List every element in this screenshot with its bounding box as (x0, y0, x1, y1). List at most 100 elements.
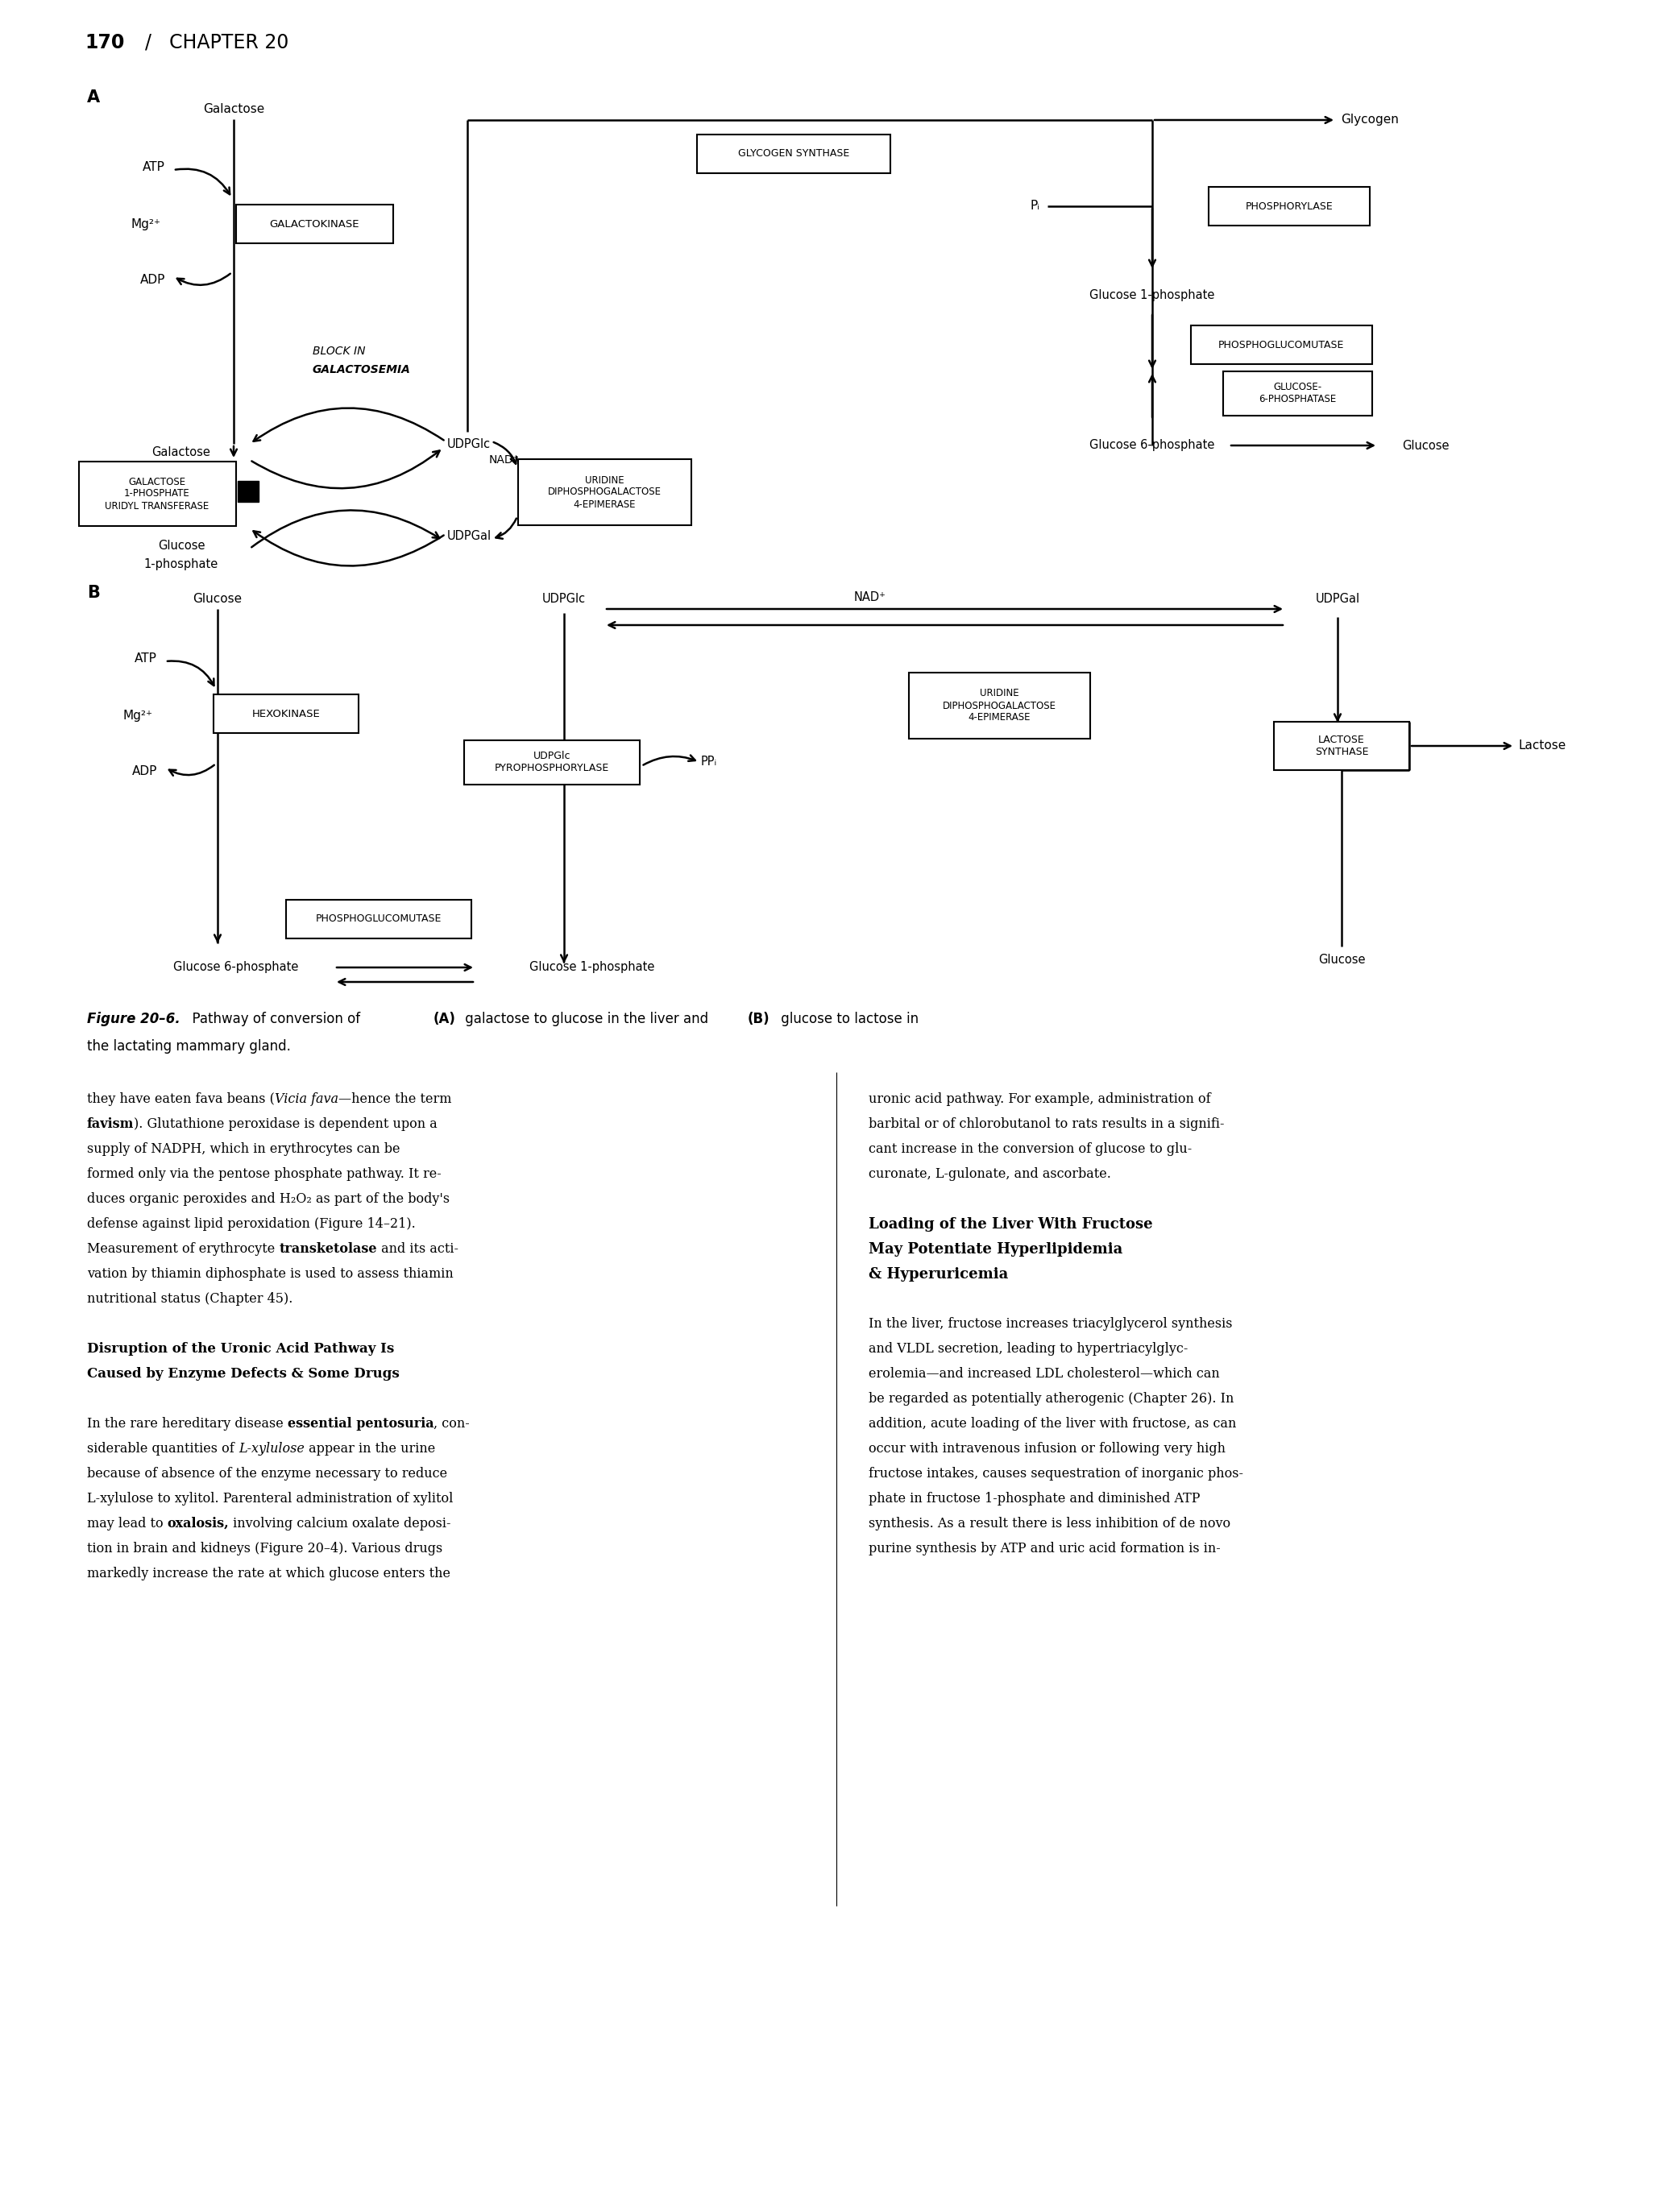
Text: barbital or of chlorobutanol to rats results in a signifi-: barbital or of chlorobutanol to rats res… (869, 1117, 1225, 1130)
Text: PHOSPHOGLUCOMUTASE: PHOSPHOGLUCOMUTASE (316, 914, 442, 925)
Text: HEXOKINASE: HEXOKINASE (252, 708, 321, 719)
Text: Caused by Enzyme Defects & Some Drugs: Caused by Enzyme Defects & Some Drugs (87, 1367, 400, 1380)
Text: supply of NADPH, which in erythrocytes can be: supply of NADPH, which in erythrocytes c… (87, 1141, 400, 1157)
Text: glucose to lactose in: glucose to lactose in (776, 1011, 919, 1026)
Text: Glucose 1-phosphate: Glucose 1-phosphate (1090, 290, 1215, 301)
Text: be regarded as potentially atherogenic (Chapter 26). In: be regarded as potentially atherogenic (… (869, 1391, 1233, 1405)
Text: Pathway of conversion of: Pathway of conversion of (183, 1011, 365, 1026)
Text: favism: favism (87, 1117, 134, 1130)
Text: Glucose: Glucose (158, 540, 205, 553)
Text: NAD⁺: NAD⁺ (853, 591, 887, 604)
Text: B: B (87, 584, 99, 602)
Text: L-xylulose to xylitol. Parenteral administration of xylitol: L-xylulose to xylitol. Parenteral admini… (87, 1491, 454, 1506)
Text: fructose intakes, causes sequestration of inorganic phos-: fructose intakes, causes sequestration o… (869, 1467, 1243, 1480)
Text: Glucose: Glucose (193, 593, 242, 606)
Bar (213, 695, 358, 732)
Text: Measurement of erythrocyte: Measurement of erythrocyte (87, 1243, 279, 1256)
Text: PPᵢ: PPᵢ (701, 757, 717, 768)
Text: 1-phosphate: 1-phosphate (144, 465, 218, 476)
Text: addition, acute loading of the liver with fructose, as can: addition, acute loading of the liver wit… (869, 1418, 1236, 1431)
Text: oxalosis,: oxalosis, (168, 1517, 228, 1531)
Text: GALACTOSEMIA: GALACTOSEMIA (312, 365, 412, 376)
Bar (517, 460, 690, 524)
Text: GLUCOSE-
6-PHOSPHATASE: GLUCOSE- 6-PHOSPHATASE (1258, 383, 1336, 405)
Text: nutritional status (Chapter 45).: nutritional status (Chapter 45). (87, 1292, 292, 1305)
Text: UDPGlc
PYROPHOSPHORYLASE: UDPGlc PYROPHOSPHORYLASE (494, 750, 610, 774)
Text: GALACTOKINASE: GALACTOKINASE (269, 219, 360, 230)
Text: they have eaten fava beans (: they have eaten fava beans ( (87, 1093, 274, 1106)
Text: phate in fructose 1-phosphate and diminished ATP: phate in fructose 1-phosphate and dimini… (869, 1491, 1200, 1506)
Text: May Potentiate Hyperlipidemia: May Potentiate Hyperlipidemia (869, 1243, 1122, 1256)
Text: Glycogen: Glycogen (1341, 113, 1399, 126)
Text: erolemia—and increased LDL cholesterol—which can: erolemia—and increased LDL cholesterol—w… (869, 1367, 1220, 1380)
Text: LACTOSE
SYNTHASE: LACTOSE SYNTHASE (1315, 734, 1369, 757)
Text: L-xylulose: L-xylulose (239, 1442, 304, 1455)
Text: synthesis. As a result there is less inhibition of de novo: synthesis. As a result there is less inh… (869, 1517, 1230, 1531)
Text: Pᵢ: Pᵢ (1030, 199, 1040, 212)
Bar (1191, 325, 1373, 365)
Text: PHOSPHOGLUCOMUTASE: PHOSPHOGLUCOMUTASE (1218, 338, 1344, 349)
Text: A: A (87, 88, 101, 106)
Text: CHAPTER 20: CHAPTER 20 (170, 33, 289, 53)
Bar (235, 204, 393, 243)
Text: NAD⁺: NAD⁺ (489, 453, 519, 465)
Text: ATP: ATP (134, 653, 158, 666)
Text: ATP: ATP (143, 161, 165, 173)
Text: UDPGal: UDPGal (1315, 593, 1359, 606)
Text: appear in the urine: appear in the urine (304, 1442, 435, 1455)
Text: /: / (144, 33, 151, 53)
Text: & Hyperuricemia: & Hyperuricemia (869, 1267, 1008, 1281)
Text: In the liver, fructose increases triacylglycerol synthesis: In the liver, fructose increases triacyl… (869, 1316, 1233, 1332)
Text: Lactose: Lactose (1519, 739, 1566, 752)
Text: transketolase: transketolase (279, 1243, 376, 1256)
Text: Glucose 6-phosphate: Glucose 6-phosphate (1090, 440, 1215, 451)
Text: In the rare hereditary disease: In the rare hereditary disease (87, 1418, 287, 1431)
Text: Disruption of the Uronic Acid Pathway Is: Disruption of the Uronic Acid Pathway Is (87, 1343, 395, 1356)
Text: tion in brain and kidneys (Figure 20–4). Various drugs: tion in brain and kidneys (Figure 20–4).… (87, 1542, 442, 1555)
Bar (1223, 372, 1373, 416)
Text: essential pentosuria: essential pentosuria (287, 1418, 433, 1431)
Text: —hence the term: —hence the term (338, 1093, 452, 1106)
Text: markedly increase the rate at which glucose enters the: markedly increase the rate at which gluc… (87, 1566, 450, 1579)
Text: GALACTOSE
1-PHOSPHATE
URIDYL TRANSFERASE: GALACTOSE 1-PHOSPHATE URIDYL TRANSFERASE (106, 476, 210, 511)
Text: URIDINE
DIPHOSPHOGALACTOSE
4-EPIMERASE: URIDINE DIPHOSPHOGALACTOSE 4-EPIMERASE (942, 688, 1057, 723)
Text: cant increase in the conversion of glucose to glu-: cant increase in the conversion of gluco… (869, 1141, 1191, 1157)
Text: URIDINE
DIPHOSPHOGALACTOSE
4-EPIMERASE: URIDINE DIPHOSPHOGALACTOSE 4-EPIMERASE (548, 476, 662, 509)
Bar (237, 480, 259, 502)
Text: formed only via the pentose phosphate pathway. It re-: formed only via the pentose phosphate pa… (87, 1168, 442, 1181)
Bar (79, 462, 235, 526)
Bar (464, 739, 640, 785)
Text: involving calcium oxalate deposi-: involving calcium oxalate deposi- (228, 1517, 452, 1531)
Text: 1-phosphate: 1-phosphate (144, 557, 218, 571)
Text: PHOSPHORYLASE: PHOSPHORYLASE (1245, 201, 1332, 212)
Text: Galactose: Galactose (203, 102, 264, 115)
Text: Figure 20–6.: Figure 20–6. (87, 1011, 180, 1026)
Text: purine synthesis by ATP and uric acid formation is in-: purine synthesis by ATP and uric acid fo… (869, 1542, 1220, 1555)
Text: Glucose: Glucose (1319, 953, 1366, 964)
Text: GLYCOGEN SYNTHASE: GLYCOGEN SYNTHASE (738, 148, 850, 159)
Text: and its acti-: and its acti- (376, 1243, 459, 1256)
Text: and VLDL secretion, leading to hypertriacylglyc-: and VLDL secretion, leading to hypertria… (869, 1343, 1188, 1356)
Bar (1208, 186, 1369, 226)
Bar (286, 900, 472, 938)
Text: ). Glutathione peroxidase is dependent upon a: ). Glutathione peroxidase is dependent u… (134, 1117, 437, 1130)
Text: 170: 170 (84, 33, 124, 53)
Text: ADP: ADP (131, 765, 158, 779)
Text: , con-: , con- (433, 1418, 470, 1431)
Text: occur with intravenous infusion or following very high: occur with intravenous infusion or follo… (869, 1442, 1225, 1455)
Text: (B): (B) (748, 1011, 769, 1026)
Text: Vicia fava: Vicia fava (274, 1093, 338, 1106)
Text: (A): (A) (433, 1011, 455, 1026)
Text: uronic acid pathway. For example, administration of: uronic acid pathway. For example, admini… (869, 1093, 1211, 1106)
Text: duces organic peroxides and H₂O₂ as part of the body's: duces organic peroxides and H₂O₂ as part… (87, 1192, 450, 1206)
Text: ADP: ADP (139, 274, 165, 285)
Text: may lead to: may lead to (87, 1517, 168, 1531)
Text: galactose to glucose in the liver and: galactose to glucose in the liver and (460, 1011, 712, 1026)
Text: Glucose 6-phosphate: Glucose 6-phosphate (173, 962, 299, 973)
Text: Glucose 1-phosphate: Glucose 1-phosphate (529, 962, 655, 973)
Text: curonate, L-gulonate, and ascorbate.: curonate, L-gulonate, and ascorbate. (869, 1168, 1110, 1181)
Bar (1273, 721, 1410, 770)
Text: defense against lipid peroxidation (Figure 14–21).: defense against lipid peroxidation (Figu… (87, 1217, 415, 1230)
Text: Mg²⁺: Mg²⁺ (123, 710, 153, 721)
Text: vation by thiamin diphosphate is used to assess thiamin: vation by thiamin diphosphate is used to… (87, 1267, 454, 1281)
